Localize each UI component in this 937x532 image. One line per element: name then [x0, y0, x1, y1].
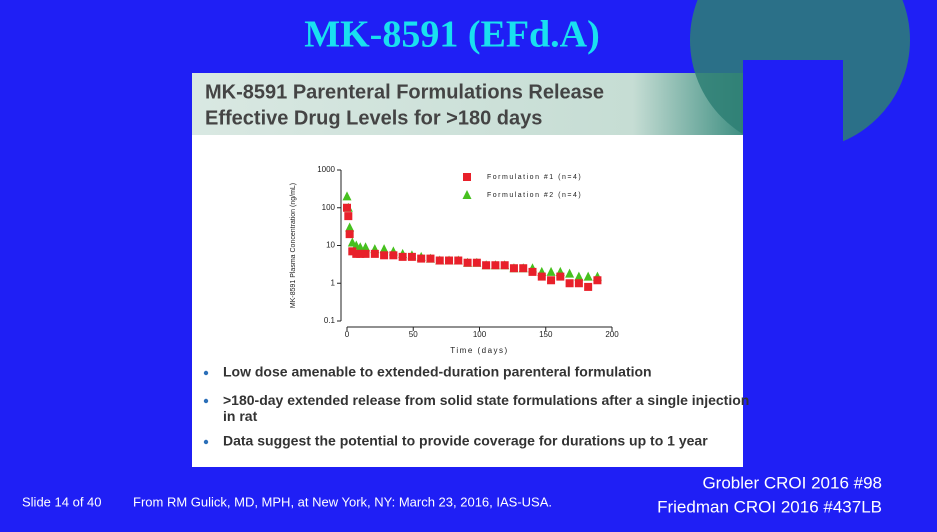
- bullet: Data suggest the potential to provide co…: [223, 433, 708, 449]
- x-tick-label: 200: [605, 330, 619, 339]
- chart: MK-8591 Parenteral Formulations Release E…: [205, 81, 619, 355]
- point: [370, 249, 379, 258]
- x-tick-label: 0: [345, 330, 350, 339]
- y-tick-label: 1: [331, 278, 336, 287]
- point: [546, 266, 556, 276]
- point: [584, 282, 593, 291]
- point: [417, 254, 426, 263]
- point: [500, 261, 509, 270]
- point: [380, 251, 389, 260]
- legend-marker: [463, 173, 471, 181]
- chart-title: MK-8591 Parenteral Formulations Release: [205, 81, 604, 103]
- point: [445, 256, 454, 265]
- x-tick-label: 150: [539, 330, 553, 339]
- reference: Grobler CROI 2016 #98: [702, 473, 882, 492]
- x-tick-label: 100: [473, 330, 487, 339]
- point: [583, 271, 593, 281]
- point: [342, 191, 352, 201]
- point: [528, 267, 537, 276]
- panel-header: [192, 73, 743, 135]
- point: [361, 242, 371, 252]
- point: [509, 264, 518, 273]
- point: [491, 261, 500, 270]
- point: [482, 261, 491, 270]
- bullets: Low dose amenable to extended-duration p…: [203, 364, 749, 449]
- legend-label: Formulation #2 (n=4): [487, 192, 582, 199]
- point: [407, 252, 416, 261]
- point: [556, 272, 565, 281]
- x-tick-label: 50: [409, 330, 418, 339]
- point: [344, 212, 353, 221]
- point: [565, 268, 575, 278]
- bullet-dot: [203, 439, 209, 445]
- slide-title: MK-8591 (EFd.A): [304, 14, 600, 56]
- point: [472, 258, 481, 267]
- point: [345, 222, 355, 232]
- panel: [192, 73, 743, 467]
- source: From RM Gulick, MD, MPH, at New York, NY…: [133, 494, 552, 509]
- bullet: Low dose amenable to extended-duration p…: [223, 364, 652, 380]
- point: [537, 272, 546, 281]
- point: [345, 230, 354, 239]
- y-tick-label: 10: [326, 241, 335, 250]
- point: [379, 244, 389, 254]
- x-axis-label: Time (days): [450, 346, 508, 355]
- point: [398, 252, 407, 261]
- point: [463, 258, 472, 267]
- reference: Friedman CROI 2016 #437LB: [657, 497, 882, 516]
- point: [361, 249, 370, 258]
- bullet-dot: [203, 398, 209, 404]
- y-tick-label: 100: [322, 203, 336, 212]
- legend-label: Formulation #1 (n=4): [487, 174, 582, 181]
- slide-number: Slide 14 of 40: [22, 494, 102, 509]
- point: [565, 279, 574, 288]
- point: [454, 256, 463, 265]
- point: [547, 276, 556, 285]
- point: [435, 256, 444, 265]
- y-tick-label: 0.1: [324, 316, 336, 325]
- y-axis-label: MK-8591 Plasma Concentration (ng/mL): [290, 183, 297, 308]
- point: [426, 254, 435, 263]
- bullet-dot: [203, 370, 209, 376]
- y-tick-label: 1000: [317, 165, 335, 174]
- point: [343, 203, 351, 212]
- point: [519, 264, 528, 273]
- point: [356, 249, 365, 258]
- bullet: >180-day extended release from solid sta…: [223, 392, 749, 424]
- point: [574, 271, 584, 281]
- mask: [743, 60, 843, 160]
- legend-marker: [462, 190, 472, 199]
- point: [574, 279, 583, 288]
- point: [389, 251, 398, 260]
- chart-title: Effective Drug Levels for >180 days: [205, 107, 542, 129]
- point: [593, 276, 602, 285]
